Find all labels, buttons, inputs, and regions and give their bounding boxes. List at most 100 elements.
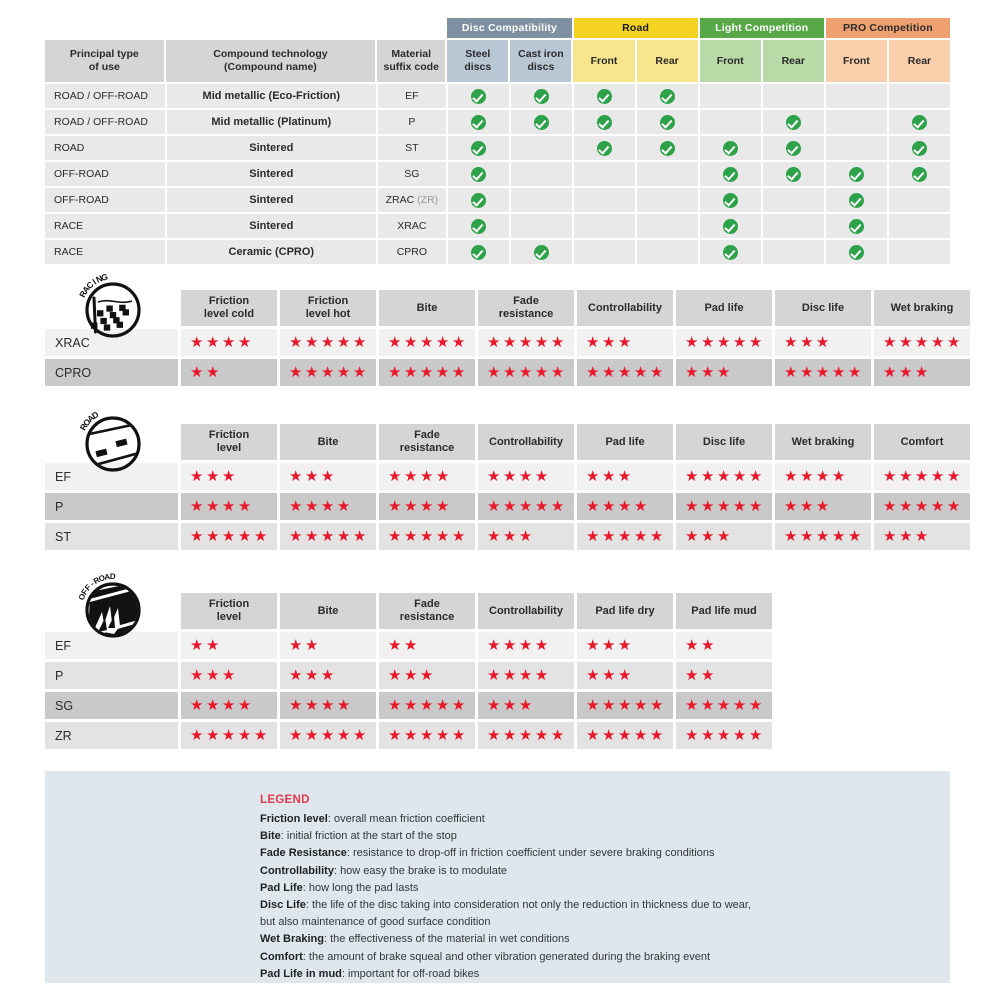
star-icon: ★ bbox=[190, 667, 204, 684]
star-icon: ★ bbox=[205, 364, 220, 381]
star-icon: ★ bbox=[930, 334, 945, 351]
star-icon: ★ bbox=[685, 697, 699, 714]
star-icon: ★ bbox=[237, 727, 252, 744]
star-icon: ★ bbox=[617, 468, 632, 485]
rating-row-label: ZR bbox=[45, 722, 178, 749]
rating-stars-cell: ★ ★ ★ ★ ★ bbox=[874, 493, 970, 520]
star-icon: ★ bbox=[419, 697, 434, 714]
legend-panel: LEGEND Friction level: overall mean fric… bbox=[45, 771, 950, 983]
star-icon: ★ bbox=[617, 637, 632, 654]
cell-check-yes bbox=[510, 240, 572, 264]
star-icon: ★ bbox=[831, 528, 846, 545]
rating-row: XRAC ★ ★ ★ ★ ★ ★ ★ ★ ★ ★ ★ ★ ★ ★ ★ ★ ★ ★ ★ ★ ★ ★ ★ ★ ★ ★ ★ ★ ★ ★ ★ ★ ★ ★ ★ bbox=[45, 329, 970, 356]
star-icon: ★ bbox=[799, 498, 814, 515]
star-icon: ★ bbox=[502, 364, 517, 381]
cell-material-suffix: CPRO bbox=[377, 240, 446, 264]
star-icon: ★ bbox=[930, 468, 945, 485]
cell-check-empty bbox=[573, 162, 635, 186]
rating-stars-cell: ★ ★ ★ ★ ★ bbox=[379, 692, 475, 719]
check-icon bbox=[785, 114, 801, 130]
star-icon: ★ bbox=[799, 468, 814, 485]
star-icon: ★ bbox=[435, 528, 450, 545]
rating-header-7: Wet braking bbox=[874, 290, 970, 326]
check-icon bbox=[470, 166, 486, 182]
star-icon: ★ bbox=[784, 528, 798, 545]
rating-stars-cell: ★ ★ ★ bbox=[478, 523, 574, 550]
svg-text:-: - bbox=[88, 579, 96, 588]
rating-header-7: Comfort bbox=[874, 424, 970, 460]
star-icon: ★ bbox=[320, 364, 335, 381]
star-icon: ★ bbox=[716, 727, 731, 744]
rating-stars-cell: ★ ★ ★ ★ ★ bbox=[280, 329, 376, 356]
star-icon: ★ bbox=[289, 528, 303, 545]
check-icon bbox=[911, 166, 927, 182]
star-icon: ★ bbox=[388, 468, 402, 485]
star-icon: ★ bbox=[304, 667, 319, 684]
rating-stars-cell: ★ ★ ★ ★ ★ bbox=[280, 359, 376, 386]
cell-check-yes bbox=[762, 110, 824, 134]
star-icon: ★ bbox=[502, 498, 517, 515]
rating-stars-cell: ★ ★ ★ ★ bbox=[478, 463, 574, 490]
star-icon: ★ bbox=[914, 334, 929, 351]
legend-item: but also maintenance of good surface con… bbox=[260, 916, 491, 929]
star-icon: ★ bbox=[320, 498, 335, 515]
legend-item: Bite: initial friction at the start of t… bbox=[260, 830, 457, 843]
star-icon: ★ bbox=[898, 364, 913, 381]
star-icon: ★ bbox=[388, 498, 402, 515]
check-icon bbox=[848, 218, 864, 234]
cell-principal-use: ROAD / OFF-ROAD bbox=[45, 110, 165, 134]
check-icon bbox=[911, 114, 927, 130]
cell-check-yes bbox=[825, 162, 887, 186]
check-icon bbox=[470, 192, 486, 208]
star-icon: ★ bbox=[601, 667, 616, 684]
compat-table-row: ROAD Sintered ST bbox=[45, 136, 950, 160]
star-icon: ★ bbox=[451, 727, 466, 744]
star-icon: ★ bbox=[700, 528, 715, 545]
rating-stars-cell: ★ ★ ★ bbox=[874, 523, 970, 550]
star-icon: ★ bbox=[617, 697, 632, 714]
legend-item: Comfort: the amount of brake squeal and … bbox=[260, 950, 711, 963]
star-icon: ★ bbox=[633, 528, 648, 545]
check-icon bbox=[470, 114, 486, 130]
svg-text:F: F bbox=[80, 587, 90, 596]
cell-check-yes bbox=[447, 136, 509, 160]
cell-compound-technology: Ceramic (CPRO) bbox=[166, 240, 376, 264]
star-icon: ★ bbox=[336, 498, 351, 515]
rating-stars-cell: ★ ★ bbox=[676, 632, 772, 659]
star-icon: ★ bbox=[799, 528, 814, 545]
rating-stars-cell: ★ ★ bbox=[280, 632, 376, 659]
star-icon: ★ bbox=[898, 498, 913, 515]
star-icon: ★ bbox=[352, 727, 367, 744]
star-icon: ★ bbox=[601, 528, 616, 545]
star-icon: ★ bbox=[700, 667, 715, 684]
star-icon: ★ bbox=[352, 364, 367, 381]
rating-header-3: Controllability bbox=[478, 593, 574, 629]
star-icon: ★ bbox=[617, 667, 632, 684]
cell-check-yes bbox=[573, 110, 635, 134]
rating-stars-cell: ★ ★ ★ ★ ★ bbox=[181, 523, 277, 550]
cell-check-empty bbox=[888, 84, 950, 108]
compat-header-10: Rear bbox=[888, 40, 950, 82]
compat-table-row: ROAD / OFF-ROAD Mid metallic (Platinum) P bbox=[45, 110, 950, 134]
cell-check-yes bbox=[636, 110, 698, 134]
star-icon: ★ bbox=[451, 334, 466, 351]
star-icon: ★ bbox=[649, 727, 664, 744]
svg-text:R: R bbox=[77, 289, 89, 299]
star-icon: ★ bbox=[388, 528, 402, 545]
star-icon: ★ bbox=[451, 364, 466, 381]
svg-text:R: R bbox=[78, 422, 90, 432]
cell-check-yes bbox=[825, 188, 887, 212]
compat-table-row: ROAD / OFF-ROAD Mid metallic (Eco-Frictio… bbox=[45, 84, 950, 108]
check-icon bbox=[722, 244, 738, 260]
rating-stars-cell: ★ ★ ★ bbox=[280, 662, 376, 689]
star-icon: ★ bbox=[649, 697, 664, 714]
star-icon: ★ bbox=[586, 637, 600, 654]
check-icon bbox=[533, 88, 549, 104]
rating-row: CPRO ★ ★ ★ ★ ★ ★ ★ ★ ★ ★ ★ ★ ★ ★ ★ ★ ★ ★ ★ ★ ★ ★ ★ ★ ★ ★ ★ ★ ★ ★ ★ ★ ★ bbox=[45, 359, 970, 386]
star-icon: ★ bbox=[435, 697, 450, 714]
legend-item: Fade Resistance: resistance to drop-off … bbox=[260, 847, 715, 860]
compat-table-row: RACE Ceramic (CPRO) CPRO bbox=[45, 240, 950, 264]
star-icon: ★ bbox=[403, 637, 418, 654]
svg-text:O: O bbox=[97, 573, 106, 584]
